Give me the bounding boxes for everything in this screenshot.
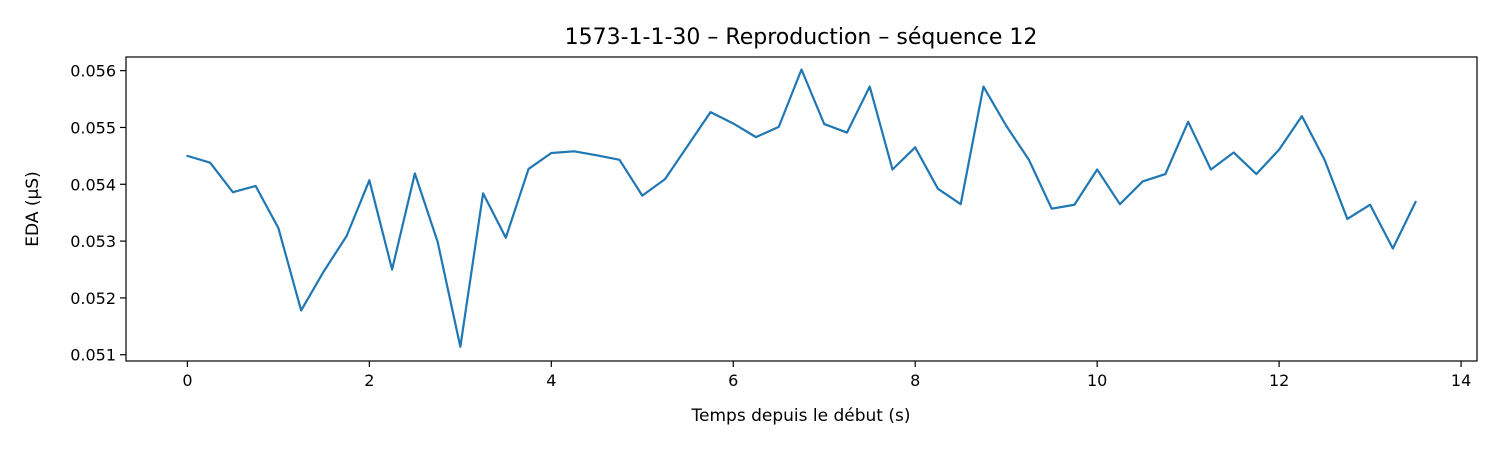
y-axis-label: EDA (µS) [23, 171, 43, 246]
y-axis: 0.051 0.052 0.053 0.054 0.055 0.056 [70, 62, 126, 365]
plot-area [125, 56, 1478, 362]
x-axis-label: Temps depuis le début (s) [691, 406, 911, 426]
y-tick-label: 0.055 [70, 118, 116, 137]
x-tick-label: 6 [728, 371, 738, 390]
x-tick-label: 4 [546, 371, 556, 390]
y-tick-label: 0.052 [70, 289, 116, 308]
y-tick-label: 0.054 [70, 175, 116, 194]
x-tick-label: 10 [1087, 371, 1107, 390]
plot-frame [125, 56, 1478, 362]
chart-title: 1573-1-1-30 – Reproduction – séquence 12 [565, 25, 1038, 50]
y-tick-label: 0.051 [70, 346, 116, 365]
x-tick-label: 14 [1451, 371, 1471, 390]
x-axis: 0 2 4 6 8 10 12 14 [182, 361, 1471, 390]
x-tick-label: 0 [182, 371, 192, 390]
x-tick-label: 8 [910, 371, 920, 390]
x-tick-label: 2 [364, 371, 374, 390]
x-tick-label: 12 [1269, 371, 1289, 390]
y-tick-label: 0.053 [70, 232, 116, 251]
y-tick-label: 0.056 [70, 62, 116, 81]
series-line-0 [186, 68, 1417, 348]
